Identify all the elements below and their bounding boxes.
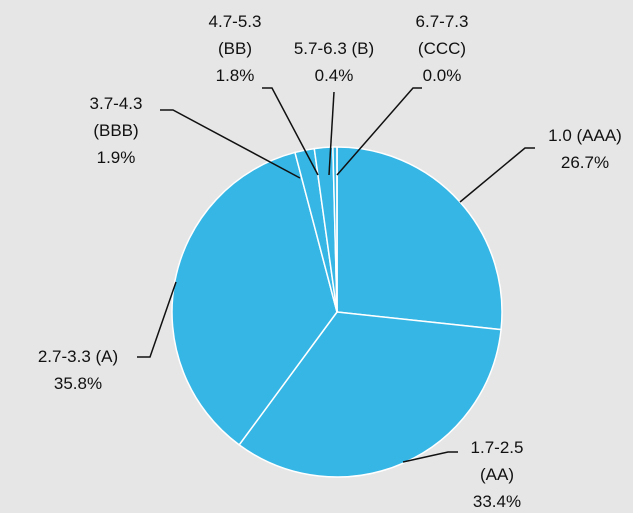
category-label: 5.7-6.3 (B) bbox=[293, 39, 375, 58]
leader-line bbox=[336, 87, 422, 176]
leader-line bbox=[137, 281, 177, 358]
value-label: 35.8% bbox=[53, 374, 103, 393]
slice-label: 1.7-2.5 (AA) 33.4% bbox=[462, 434, 532, 513]
slice-label: 5.7-6.3 (B) 0.4% bbox=[264, 35, 404, 89]
value-label: 1.9% bbox=[96, 148, 136, 167]
value-label: 1.8% bbox=[215, 66, 255, 85]
slice-label: 2.7-3.3 (A) 35.8% bbox=[8, 343, 148, 397]
value-label: 0.0% bbox=[422, 66, 462, 85]
slice-label: 1.0 (AAA) 26.7% bbox=[515, 122, 633, 176]
pie-slice bbox=[336, 146, 503, 331]
category-label: 6.7-7.3 (CCC) bbox=[415, 12, 469, 58]
leader-line bbox=[459, 147, 535, 203]
category-label: 3.7-4.3 (BBB) bbox=[89, 94, 143, 140]
leader-line bbox=[262, 87, 319, 176]
category-label: 1.7-2.5 (AA) bbox=[470, 438, 524, 484]
value-label: 0.4% bbox=[314, 66, 354, 85]
category-label: 1.0 (AAA) bbox=[548, 126, 622, 145]
slice-label: 4.7-5.3 (BB) 1.8% bbox=[200, 8, 270, 89]
slice-label: 3.7-4.3 (BBB) 1.9% bbox=[81, 90, 151, 171]
category-label: 4.7-5.3 (BB) bbox=[208, 12, 262, 58]
pie-slice bbox=[171, 151, 338, 446]
category-label: 2.7-3.3 (A) bbox=[37, 347, 119, 366]
slice-label: 6.7-7.3 (CCC) 0.0% bbox=[407, 8, 477, 89]
leader-line bbox=[328, 91, 335, 176]
leader-line bbox=[402, 451, 458, 463]
pie-slice bbox=[238, 311, 502, 478]
value-label: 26.7% bbox=[560, 153, 610, 172]
leader-line bbox=[160, 109, 301, 179]
value-label: 33.4% bbox=[472, 492, 522, 511]
